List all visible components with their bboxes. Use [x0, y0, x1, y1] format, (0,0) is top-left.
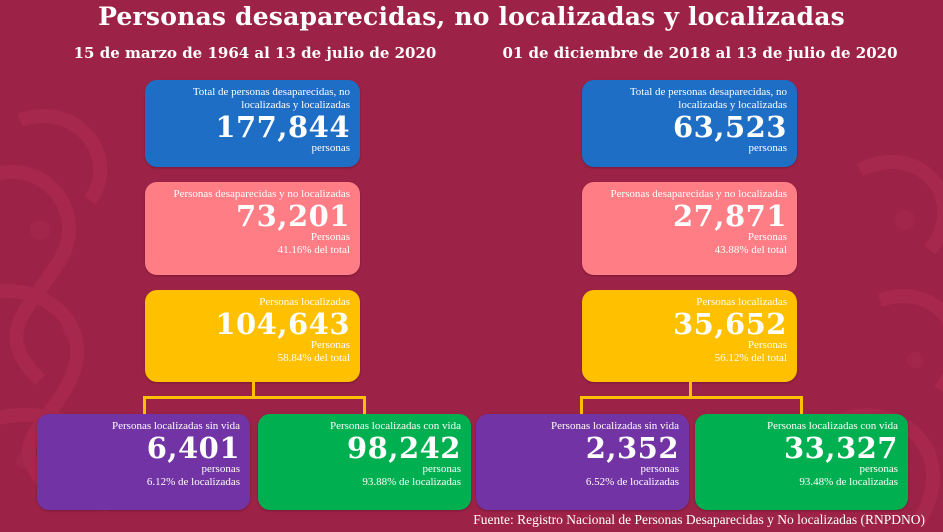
left-missing-value: 73,201 [236, 199, 350, 233]
right-total-box: Total de personas desaparecidas, no loca… [582, 80, 797, 167]
left-alive-box: Personas localizadas con vida 98,242 per… [258, 414, 471, 510]
left-connector-vertical [252, 382, 255, 397]
right-total-value: 63,523 [673, 110, 787, 144]
right-connector-horizontal [580, 396, 803, 399]
right-connector-drop-1 [580, 396, 583, 414]
left-dead-value: 6,401 [146, 431, 240, 465]
right-dead-unit: personas [640, 463, 680, 475]
right-located-label: Personas localizadas [696, 296, 787, 308]
left-missing-unit: Personas [310, 231, 350, 243]
left-located-unit: Personas [310, 339, 350, 351]
left-missing-label: Personas desaparecidas y no localizadas [173, 188, 350, 200]
left-missing-box: Personas desaparecidas y no localizadas … [145, 182, 360, 275]
left-missing-pct: 41.16% del total [277, 244, 350, 256]
right-missing-box: Personas desaparecidas y no localizadas … [582, 182, 797, 275]
right-located-value: 35,652 [673, 307, 787, 341]
right-connector-drop-2 [800, 396, 803, 414]
right-located-pct: 56.12% del total [714, 352, 787, 364]
right-period: 01 de diciembre de 2018 al 13 de julio d… [502, 44, 898, 62]
right-located-unit: Personas [747, 339, 787, 351]
left-period: 15 de marzo de 1964 al 13 de julio de 20… [73, 44, 437, 62]
left-connector-drop-2 [363, 396, 366, 414]
right-total-label: Total de personas desaparecidas, no loca… [629, 86, 787, 111]
right-missing-pct: 43.88% del total [714, 244, 787, 256]
right-missing-value: 27,871 [673, 199, 787, 233]
source-note: Fuente: Registro Nacional de Personas De… [473, 512, 925, 527]
right-missing-unit: Personas [747, 231, 787, 243]
left-located-box: Personas localizadas 104,643 Personas 58… [145, 290, 360, 382]
right-missing-label: Personas desaparecidas y no localizadas [610, 188, 787, 200]
right-dead-value: 2,352 [585, 431, 679, 465]
right-connector-vertical [689, 382, 692, 397]
left-total-value: 177,844 [215, 110, 350, 144]
left-total-box: Total de personas desaparecidas, no loca… [145, 80, 360, 167]
right-alive-pct: 93.48% de localizadas [799, 476, 898, 488]
left-connector-horizontal [143, 396, 366, 399]
page-title: Personas desaparecidas, no localizadas y… [98, 2, 845, 31]
left-dead-unit: personas [201, 463, 241, 475]
right-located-box: Personas localizadas 35,652 Personas 56.… [582, 290, 797, 382]
left-located-value: 104,643 [215, 307, 350, 341]
left-total-label: Total de personas desaparecidas, no loca… [192, 86, 350, 111]
right-alive-value: 33,327 [784, 431, 898, 465]
right-alive-box: Personas localizadas con vida 33,327 per… [695, 414, 908, 510]
left-alive-value: 98,242 [347, 431, 461, 465]
left-alive-label: Personas localizadas con vida [329, 420, 461, 432]
left-located-label: Personas localizadas [259, 296, 350, 308]
right-dead-pct: 6.52% de localizadas [585, 476, 679, 488]
left-dead-label: Personas localizadas sin vida [112, 420, 240, 432]
left-dead-box: Personas localizadas sin vida 6,401 pers… [37, 414, 250, 510]
right-total-unit: personas [748, 142, 788, 154]
right-alive-unit: personas [859, 463, 899, 475]
left-total-unit: personas [311, 142, 351, 154]
left-dead-pct: 6.12% de localizadas [146, 476, 240, 488]
right-dead-label: Personas localizadas sin vida [551, 420, 679, 432]
left-alive-pct: 93.88% de localizadas [362, 476, 461, 488]
left-connector-drop-1 [143, 396, 146, 414]
left-alive-unit: personas [422, 463, 462, 475]
left-located-pct: 58.84% del total [277, 352, 350, 364]
right-dead-box: Personas localizadas sin vida 2,352 pers… [476, 414, 689, 510]
right-alive-label: Personas localizadas con vida [766, 420, 898, 432]
